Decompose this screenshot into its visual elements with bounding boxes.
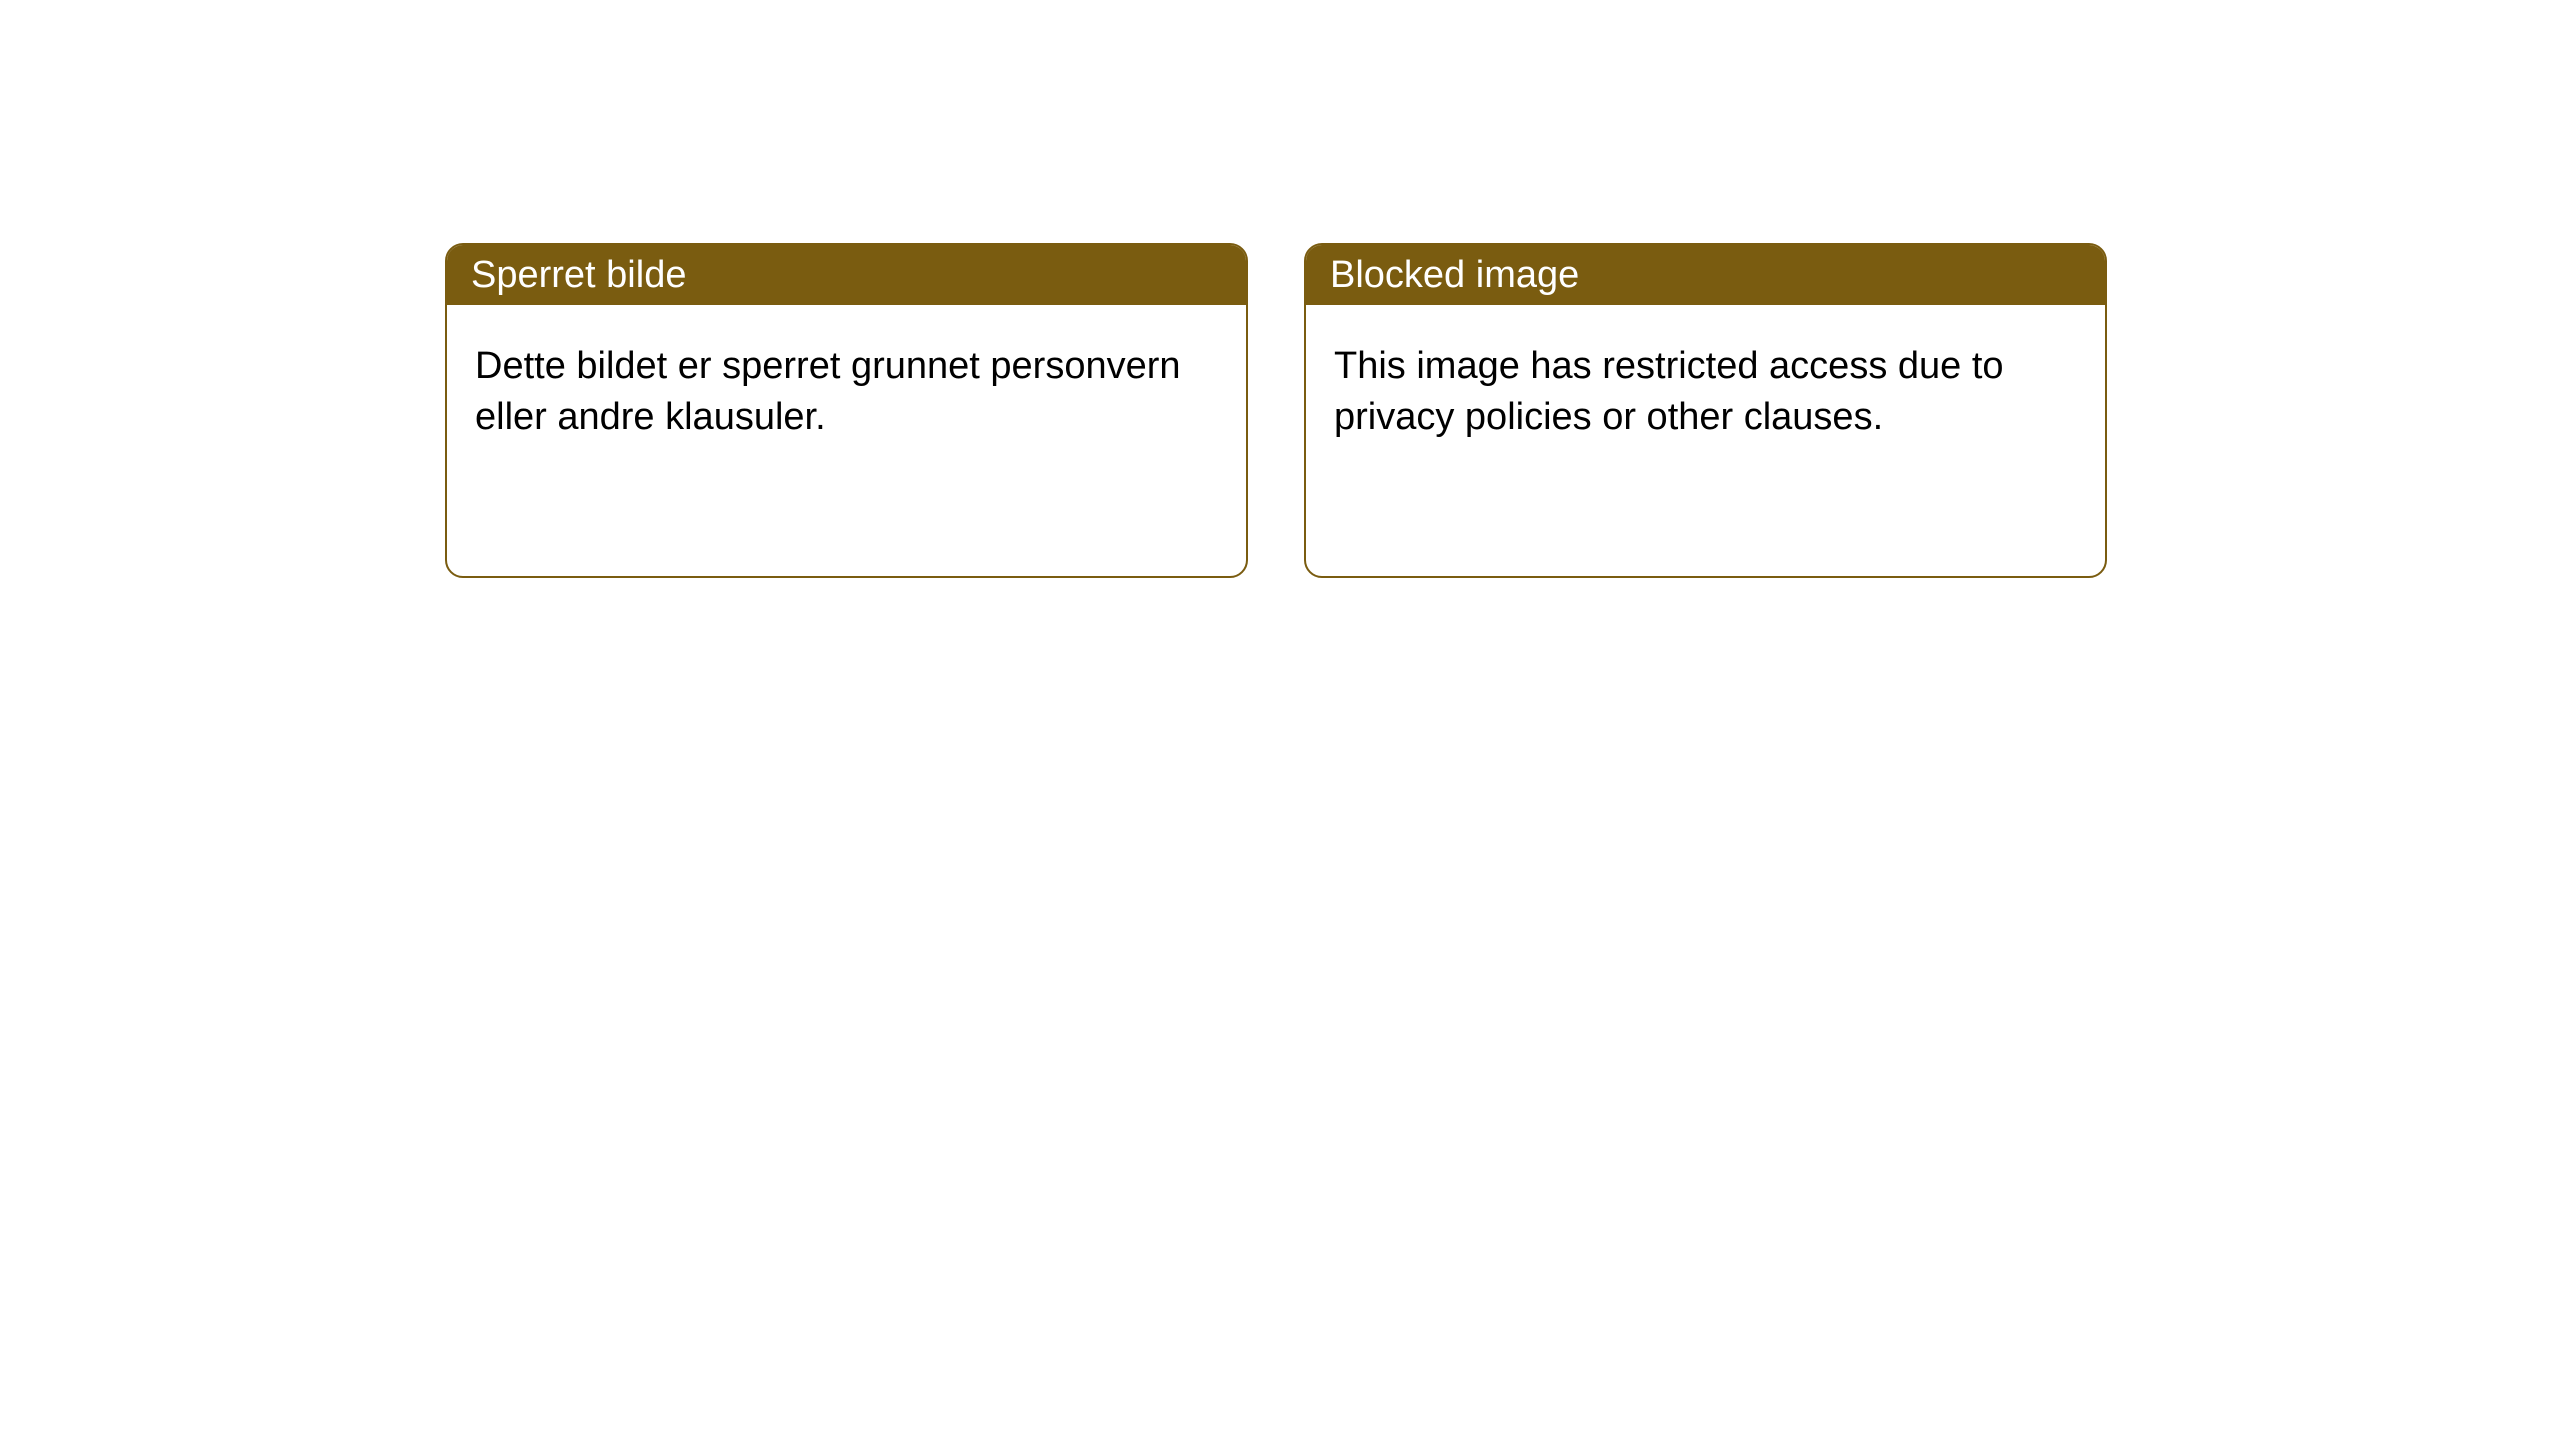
- notice-header: Blocked image: [1306, 245, 2105, 305]
- notice-box-english: Blocked image This image has restricted …: [1304, 243, 2107, 578]
- notice-body: This image has restricted access due to …: [1306, 305, 2105, 480]
- notice-body: Dette bildet er sperret grunnet personve…: [447, 305, 1246, 480]
- notice-body-text: This image has restricted access due to …: [1334, 345, 2004, 438]
- notice-container: Sperret bilde Dette bildet er sperret gr…: [0, 0, 2560, 578]
- notice-box-norwegian: Sperret bilde Dette bildet er sperret gr…: [445, 243, 1248, 578]
- notice-header: Sperret bilde: [447, 245, 1246, 305]
- notice-title: Blocked image: [1330, 254, 1579, 297]
- notice-body-text: Dette bildet er sperret grunnet personve…: [475, 345, 1181, 438]
- notice-title: Sperret bilde: [471, 254, 686, 297]
